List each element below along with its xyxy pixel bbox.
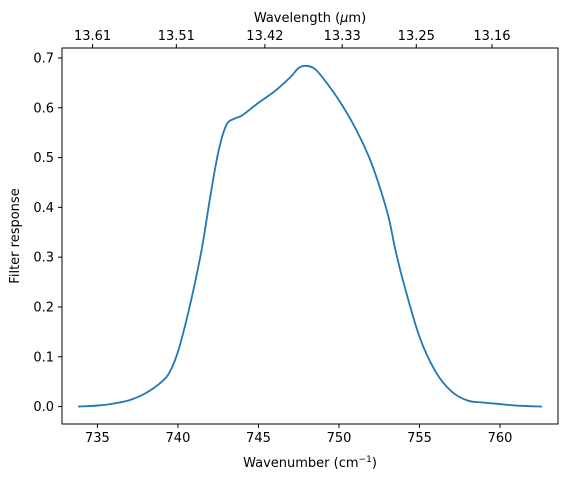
top-tick-label: 13.16 xyxy=(473,29,510,44)
top-tick-label: 13.42 xyxy=(246,29,283,44)
x-tick-label: 745 xyxy=(246,431,271,446)
x-axis-label: Wavenumber (cm−1) xyxy=(243,455,377,471)
y-tick-label: 0.0 xyxy=(33,400,54,415)
y-tick-label: 0.2 xyxy=(33,300,54,315)
y-axis-label: Filter response xyxy=(8,188,23,283)
y-tick-label: 0.5 xyxy=(33,151,54,166)
y-tick-label: 0.7 xyxy=(33,51,54,66)
x-tick-label: 755 xyxy=(407,431,432,446)
x-tick-label: 760 xyxy=(488,431,513,446)
top-tick-label: 13.33 xyxy=(324,29,361,44)
series-line xyxy=(78,64,542,408)
top-axis-label: Wavelength (μm) xyxy=(254,11,366,26)
y-tick-label: 0.3 xyxy=(33,251,54,266)
x-tick-label: 740 xyxy=(166,431,191,446)
x-tick-label: 750 xyxy=(327,431,352,446)
top-tick-label: 13.51 xyxy=(158,29,195,44)
top-tick-label: 13.61 xyxy=(74,29,111,44)
x-tick-label: 735 xyxy=(85,431,110,446)
top-tick-label: 13.25 xyxy=(398,29,435,44)
plot-frame xyxy=(61,47,559,425)
y-tick-label: 0.4 xyxy=(33,201,54,216)
y-tick-label: 0.1 xyxy=(33,350,54,365)
y-tick-label: 0.6 xyxy=(33,101,54,116)
